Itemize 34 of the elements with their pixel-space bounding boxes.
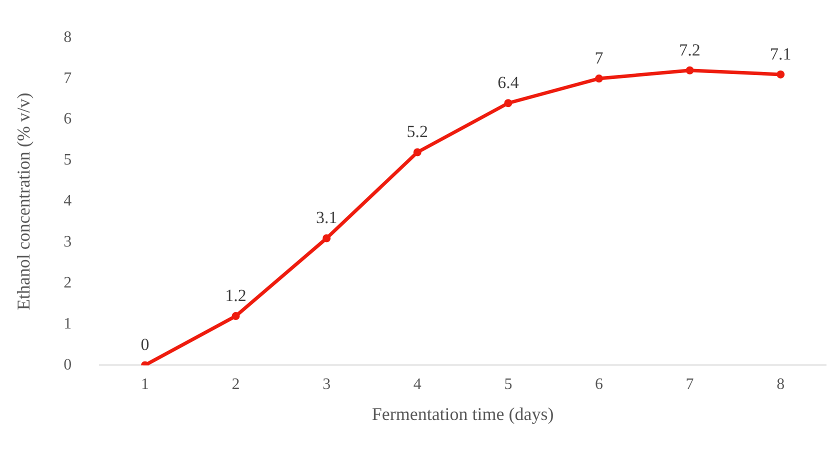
point: [686, 66, 694, 74]
point: [232, 312, 240, 320]
y-tick-label: 2: [64, 274, 72, 292]
x-tick-label: 7: [686, 376, 694, 394]
point: [322, 234, 331, 242]
data-label: 7.1: [770, 44, 792, 64]
data-label: 3.1: [316, 208, 338, 228]
y-tick-label: 3: [64, 234, 72, 251]
x-tick-label: 6: [595, 376, 603, 394]
x-tick-label: 1: [141, 376, 149, 394]
y-tick-label: 0: [64, 356, 72, 374]
data-label: 0: [140, 335, 150, 354]
point: [776, 70, 785, 78]
x-tick-label: 3: [322, 376, 331, 394]
y-tick-label: 7: [64, 70, 72, 87]
y-tick-label: 8: [64, 28, 72, 46]
y-tick-label: 5: [64, 152, 72, 169]
y-axis-title: Ethanol concentration (% v/v): [14, 92, 34, 310]
x-tick-label: 8: [776, 376, 785, 394]
x-tick-label: 5: [504, 376, 512, 394]
point: [595, 74, 603, 83]
y-tick-label: 4: [64, 192, 72, 210]
point: [504, 99, 512, 108]
data-label: 1.2: [225, 286, 246, 306]
data-label: 5.2: [406, 122, 428, 142]
point: [413, 148, 422, 156]
data-label: 7: [594, 48, 604, 68]
x-tick-label: 4: [413, 376, 422, 394]
data-label: 6.4: [498, 73, 520, 92]
data-label: 7.2: [679, 40, 700, 60]
y-tick-label: 6: [64, 110, 72, 128]
x-axis-title: Fermentation time (days): [372, 404, 554, 424]
y-tick-label: 1: [64, 315, 72, 332]
x-tick-label: 2: [232, 376, 240, 394]
